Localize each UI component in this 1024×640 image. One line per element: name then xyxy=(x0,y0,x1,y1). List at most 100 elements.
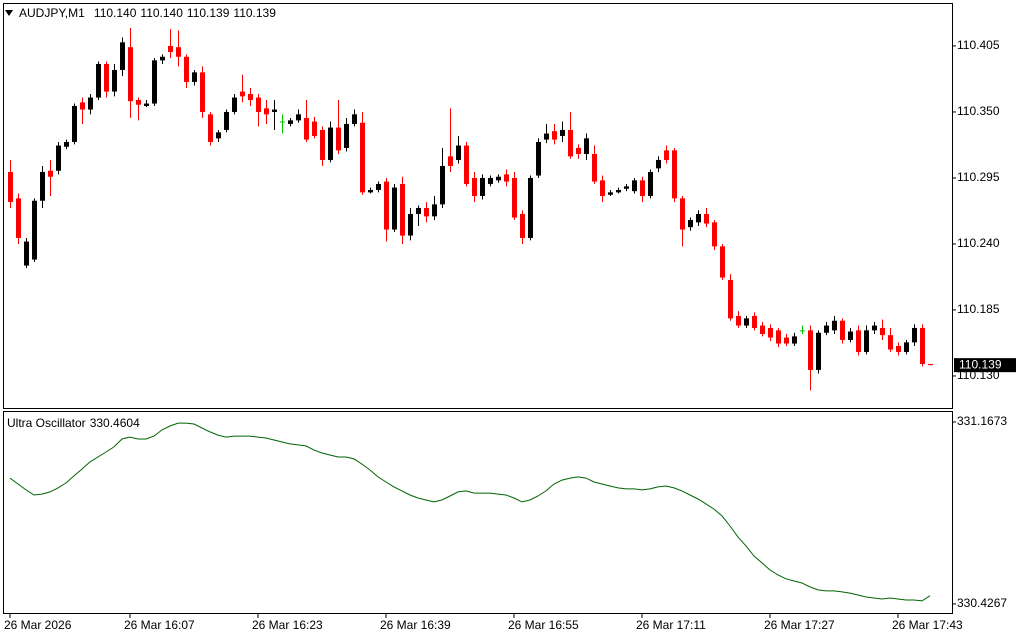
x-tick-label: 26 Mar 17:43 xyxy=(892,618,963,632)
candle-body xyxy=(728,279,733,319)
y-tick-label: 110.405 xyxy=(957,38,1000,52)
candle-body xyxy=(528,177,533,238)
oscillator-line xyxy=(9,422,931,602)
candle-body xyxy=(544,133,549,140)
candle-body xyxy=(792,336,797,344)
candle-body xyxy=(368,189,373,193)
candle-body xyxy=(552,131,557,140)
candle-body xyxy=(320,129,325,160)
close-label: 110.139 xyxy=(233,6,276,20)
candle-body xyxy=(632,180,637,192)
candle-body xyxy=(776,330,781,344)
candle-body xyxy=(168,45,173,52)
candle-body xyxy=(888,335,893,350)
candle-body xyxy=(328,127,333,160)
candle-body xyxy=(392,187,397,230)
candle-body xyxy=(856,330,861,352)
x-tick-label: 26 Mar 17:11 xyxy=(636,618,706,632)
candle-body xyxy=(64,141,69,147)
x-tick-label: 26 Mar 17:27 xyxy=(764,618,835,632)
candle-body xyxy=(680,198,685,230)
candle-body xyxy=(672,150,677,199)
candle-body xyxy=(232,97,237,112)
candle-body xyxy=(688,219,693,228)
candle-body xyxy=(144,103,149,106)
candle-body xyxy=(48,170,53,177)
candle-body xyxy=(296,114,301,121)
candle-body xyxy=(184,56,189,82)
candle-body xyxy=(640,180,645,196)
candle-body xyxy=(616,189,621,193)
y-tick-label: 110.240 xyxy=(957,236,1000,250)
candle-body xyxy=(8,171,13,202)
y-tick-label: 110.350 xyxy=(957,104,1000,118)
candle-body xyxy=(176,47,181,57)
candle-body xyxy=(904,342,909,352)
candle-body xyxy=(352,114,357,124)
candle-body xyxy=(280,121,285,123)
candle-body xyxy=(560,129,565,136)
candle-body xyxy=(448,156,453,166)
candle-body xyxy=(512,177,517,218)
candle-body xyxy=(768,327,773,338)
candle-body xyxy=(760,325,765,334)
open-label: 110.140 xyxy=(94,6,137,20)
candle-body xyxy=(360,122,365,193)
candle-body xyxy=(80,102,85,110)
candle-body xyxy=(608,192,613,195)
candle-body xyxy=(920,327,925,364)
candle-body xyxy=(192,72,197,82)
candle-body xyxy=(384,181,389,230)
candle-body xyxy=(224,111,229,130)
candle-body xyxy=(40,171,45,201)
panel-menu-triangle[interactable] xyxy=(5,10,13,16)
candle-body xyxy=(704,213,709,224)
candle-body xyxy=(928,363,933,366)
candle-body xyxy=(800,330,805,332)
candle-body xyxy=(840,320,845,340)
candle-body xyxy=(96,63,101,98)
candle-body xyxy=(424,207,429,217)
candle-body xyxy=(624,186,629,189)
x-tick-label: 26 Mar 16:07 xyxy=(124,618,195,632)
candle-body xyxy=(488,177,493,184)
candle-body xyxy=(536,141,541,176)
candle-body xyxy=(160,56,165,61)
candle-body xyxy=(808,330,813,370)
candle-body xyxy=(24,241,29,266)
candle-body xyxy=(400,183,405,236)
candle-body xyxy=(504,174,509,182)
x-tick-label: 26 Mar 16:23 xyxy=(252,618,323,632)
high-label: 110.140 xyxy=(140,6,183,20)
candle-body xyxy=(240,91,245,97)
candle-body xyxy=(720,246,725,278)
candle-body xyxy=(568,129,573,157)
oscillator-name: Ultra Oscillator xyxy=(7,416,86,430)
candle-body xyxy=(576,147,581,154)
candle-body xyxy=(208,114,213,142)
symbol: AUDJPY,M1 xyxy=(19,6,85,20)
candle-body xyxy=(416,207,421,214)
candle-body xyxy=(312,121,317,136)
candle-body xyxy=(440,165,445,205)
candle-body xyxy=(744,318,749,326)
y-tick-label: 110.185 xyxy=(957,302,1000,316)
candle-body xyxy=(784,337,789,344)
candle-body xyxy=(880,327,885,336)
candle-body xyxy=(472,177,477,196)
candle-body xyxy=(520,213,525,238)
candle-body xyxy=(248,93,253,100)
oscillator-header: Ultra Oscillator 330.4604 xyxy=(7,416,140,430)
candle-body xyxy=(56,145,61,171)
candle-body xyxy=(584,138,589,154)
candle-body xyxy=(912,327,917,343)
candle-body xyxy=(16,198,21,238)
candle-body xyxy=(32,200,37,260)
candle-body xyxy=(656,159,661,169)
candle-body xyxy=(496,176,501,181)
current-price-label: 110.139 xyxy=(959,357,1002,371)
candle-body xyxy=(832,320,837,331)
candle-body xyxy=(456,145,461,160)
candle-body xyxy=(112,69,117,92)
